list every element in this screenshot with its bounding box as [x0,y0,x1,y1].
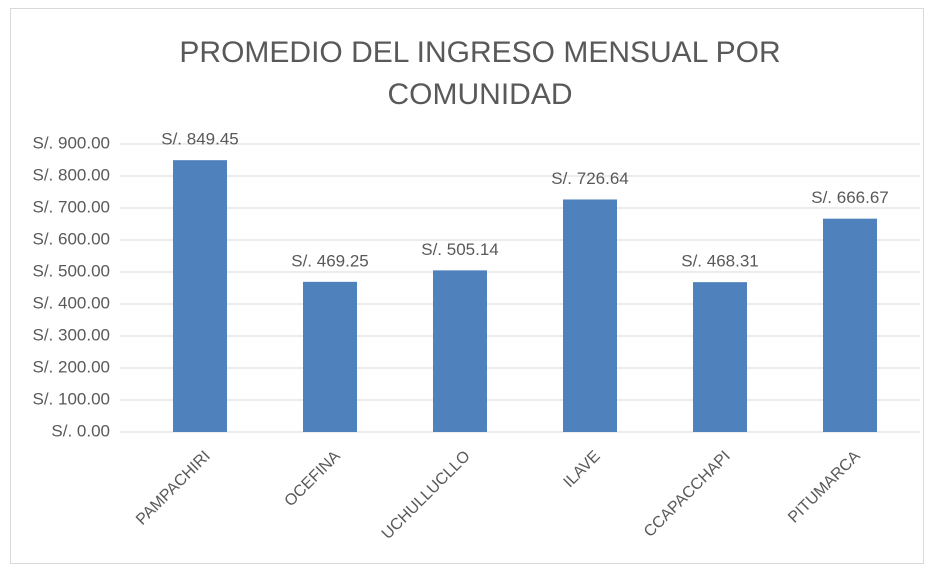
bar [173,160,227,432]
data-label: S/. 666.67 [811,188,889,207]
y-tick-label: S/. 800.00 [32,165,110,184]
y-tick-label: S/. 500.00 [32,261,110,280]
x-tick-label: CCAPACCHAPI [641,448,734,541]
data-label: S/. 505.14 [421,240,499,259]
chart-title: PROMEDIO DEL INGRESO MENSUAL POR COMUNID… [179,36,781,111]
bar [563,199,617,432]
y-tick-label: S/. 900.00 [32,133,110,152]
y-tick-label: S/. 0.00 [51,421,110,440]
x-tick-label: PITUMARCA [785,448,864,527]
y-tick-label: S/. 200.00 [32,357,110,376]
x-tick-label: ILAVE [561,448,604,491]
data-label: S/. 726.64 [551,169,629,188]
x-tick-label: OCEFINA [281,448,344,511]
bar [823,218,877,432]
bar [433,270,487,432]
y-tick-label: S/. 700.00 [32,197,110,216]
bar [693,282,747,432]
y-tick-label: S/. 400.00 [32,293,110,312]
data-label: S/. 468.31 [681,252,759,271]
x-tick-label: PAMPACHIRI [133,448,214,529]
chart-frame [10,8,924,564]
data-label: S/. 849.45 [161,130,239,149]
data-label: S/. 469.25 [291,251,369,270]
y-tick-label: S/. 600.00 [32,229,110,248]
y-tick-label: S/. 100.00 [32,389,110,408]
bar [303,281,357,432]
y-tick-label: S/. 300.00 [32,325,110,344]
x-tick-label: UCHULLUCLLO [379,448,474,543]
